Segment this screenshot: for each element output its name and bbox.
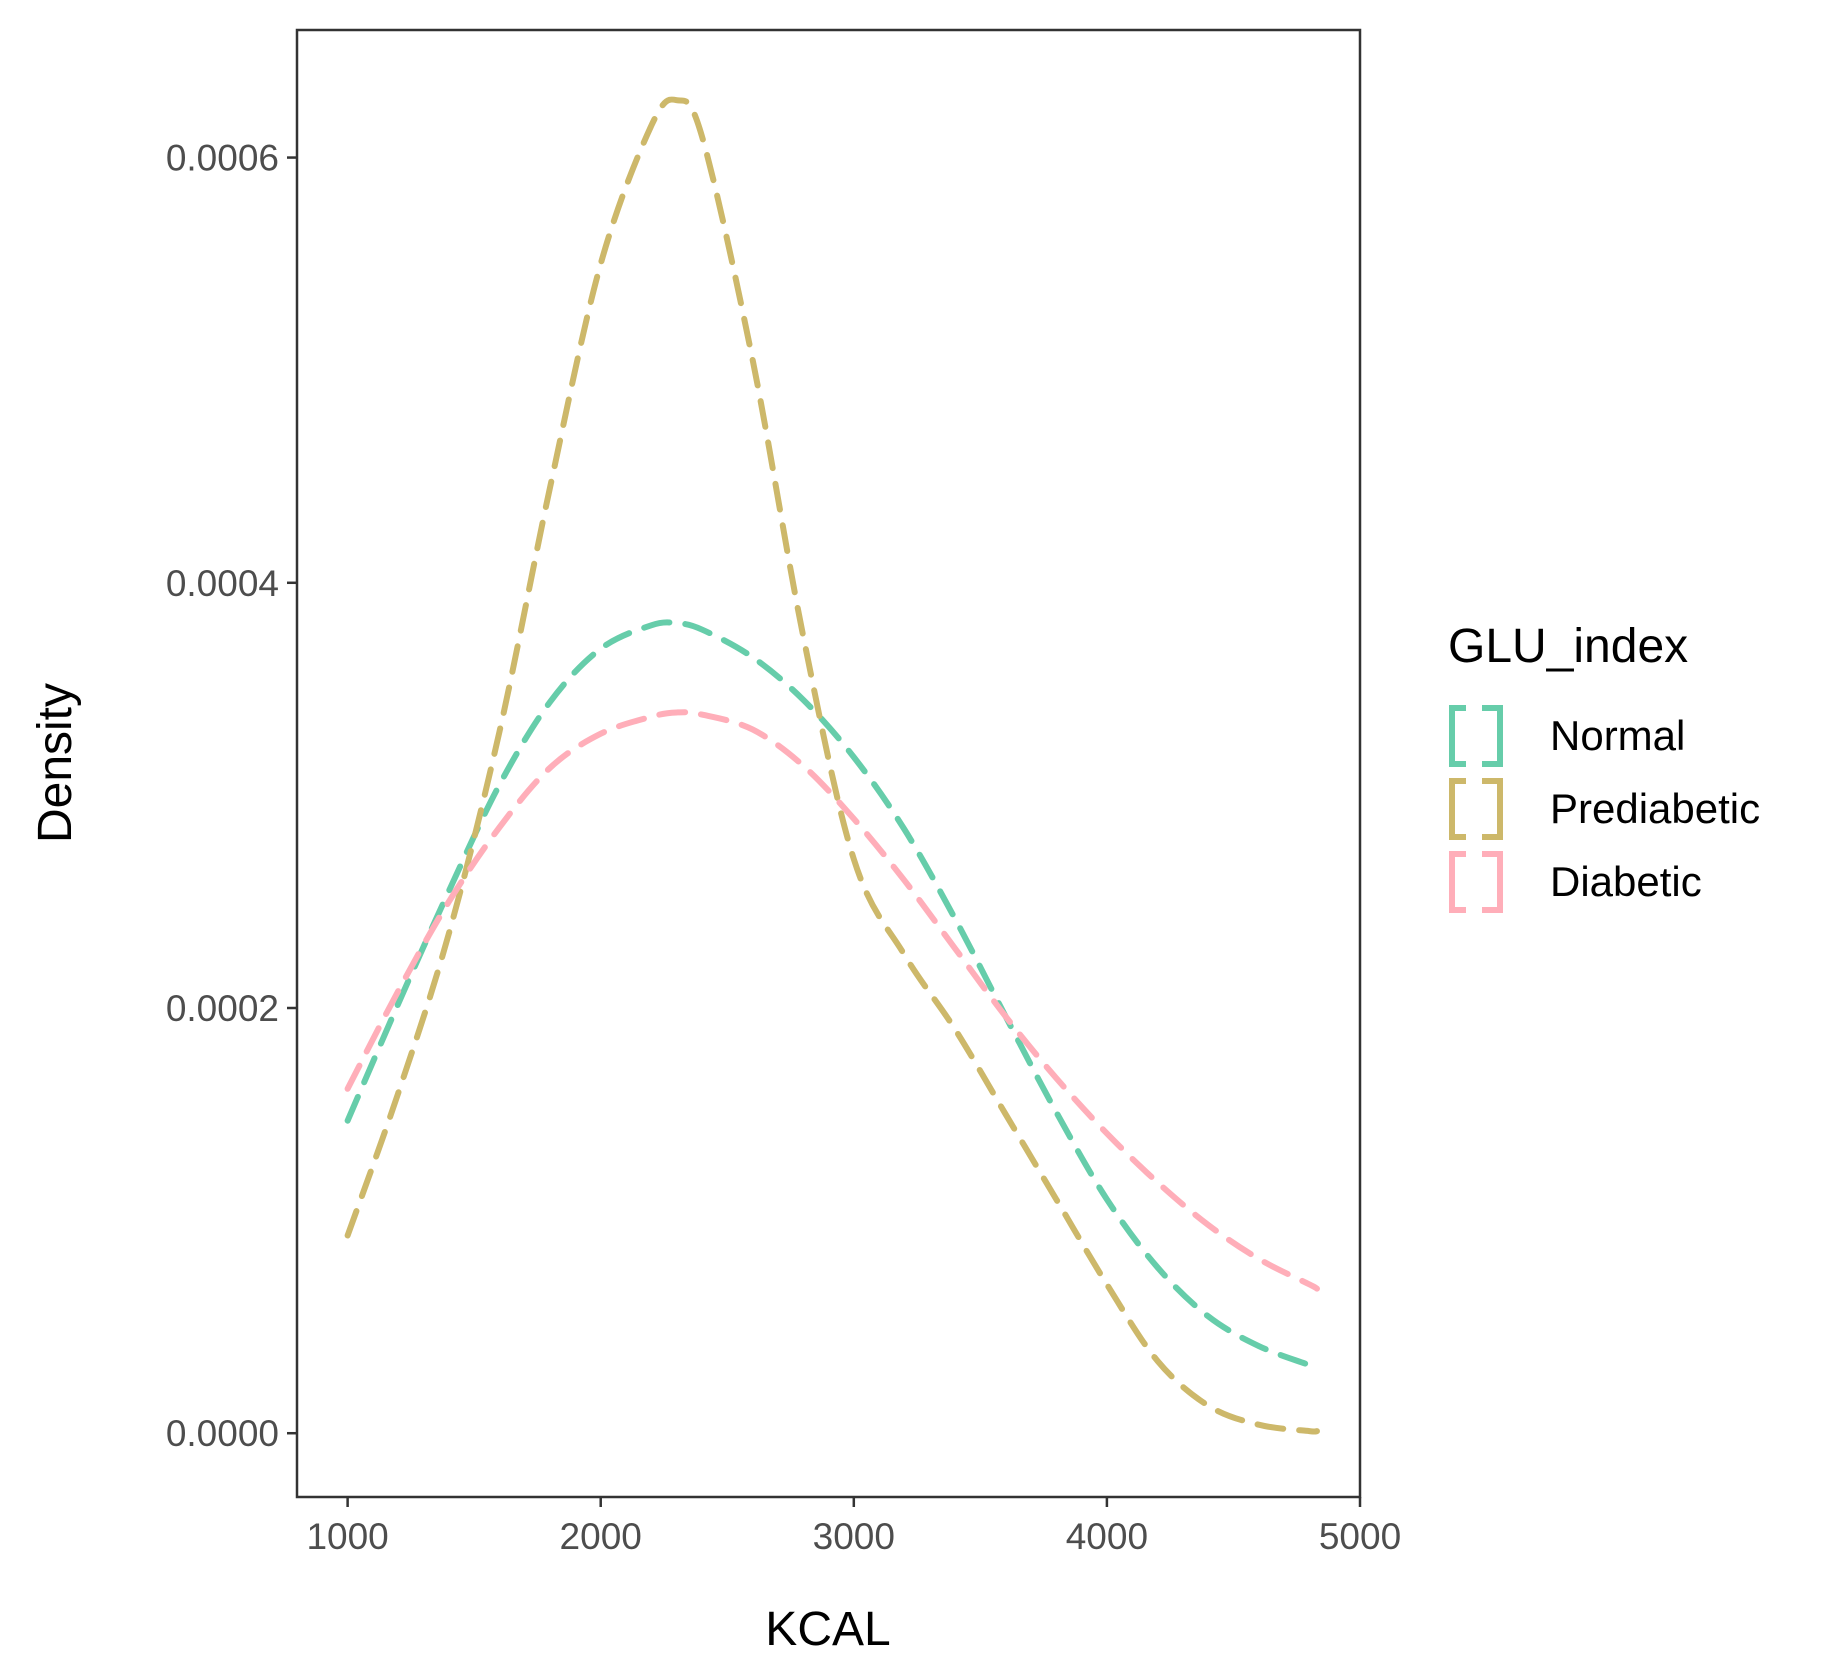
y-tick-label: 0.0000 xyxy=(166,1413,279,1454)
x-tick-label: 1000 xyxy=(306,1516,388,1557)
series-line-prediabetic xyxy=(344,96,1320,1435)
legend-key-normal xyxy=(1449,705,1503,767)
x-tick-label: 4000 xyxy=(1066,1516,1148,1557)
x-axis: 1000 2000 3000 4000 5000 xyxy=(306,1497,1401,1557)
legend-key-diabetic xyxy=(1449,851,1503,913)
x-axis-title: KCAL xyxy=(765,1603,890,1656)
y-tick-label: 0.0006 xyxy=(166,138,279,179)
y-axis-title: Density xyxy=(29,683,82,843)
y-tick-label: 0.0004 xyxy=(166,563,279,604)
x-tick-label: 3000 xyxy=(813,1516,895,1557)
legend-title: GLU_index xyxy=(1448,620,1688,673)
series-line-normal xyxy=(344,619,1320,1373)
legend: GLU_index Normal Prediabetic Diabetic xyxy=(1448,620,1760,913)
legend-label-prediabetic: Prediabetic xyxy=(1550,785,1760,832)
legend-label-diabetic: Diabetic xyxy=(1550,858,1702,905)
x-tick-label: 2000 xyxy=(560,1516,642,1557)
density-lines xyxy=(344,96,1320,1435)
series-line-diabetic xyxy=(344,709,1320,1292)
legend-key-prediabetic xyxy=(1449,778,1503,840)
y-tick-label: 0.0002 xyxy=(166,988,279,1029)
y-axis: 0.0000 0.0002 0.0004 0.0006 xyxy=(166,138,297,1454)
legend-label-normal: Normal xyxy=(1550,712,1685,759)
x-tick-label: 5000 xyxy=(1319,1516,1401,1557)
plot-panel xyxy=(295,28,1362,1499)
